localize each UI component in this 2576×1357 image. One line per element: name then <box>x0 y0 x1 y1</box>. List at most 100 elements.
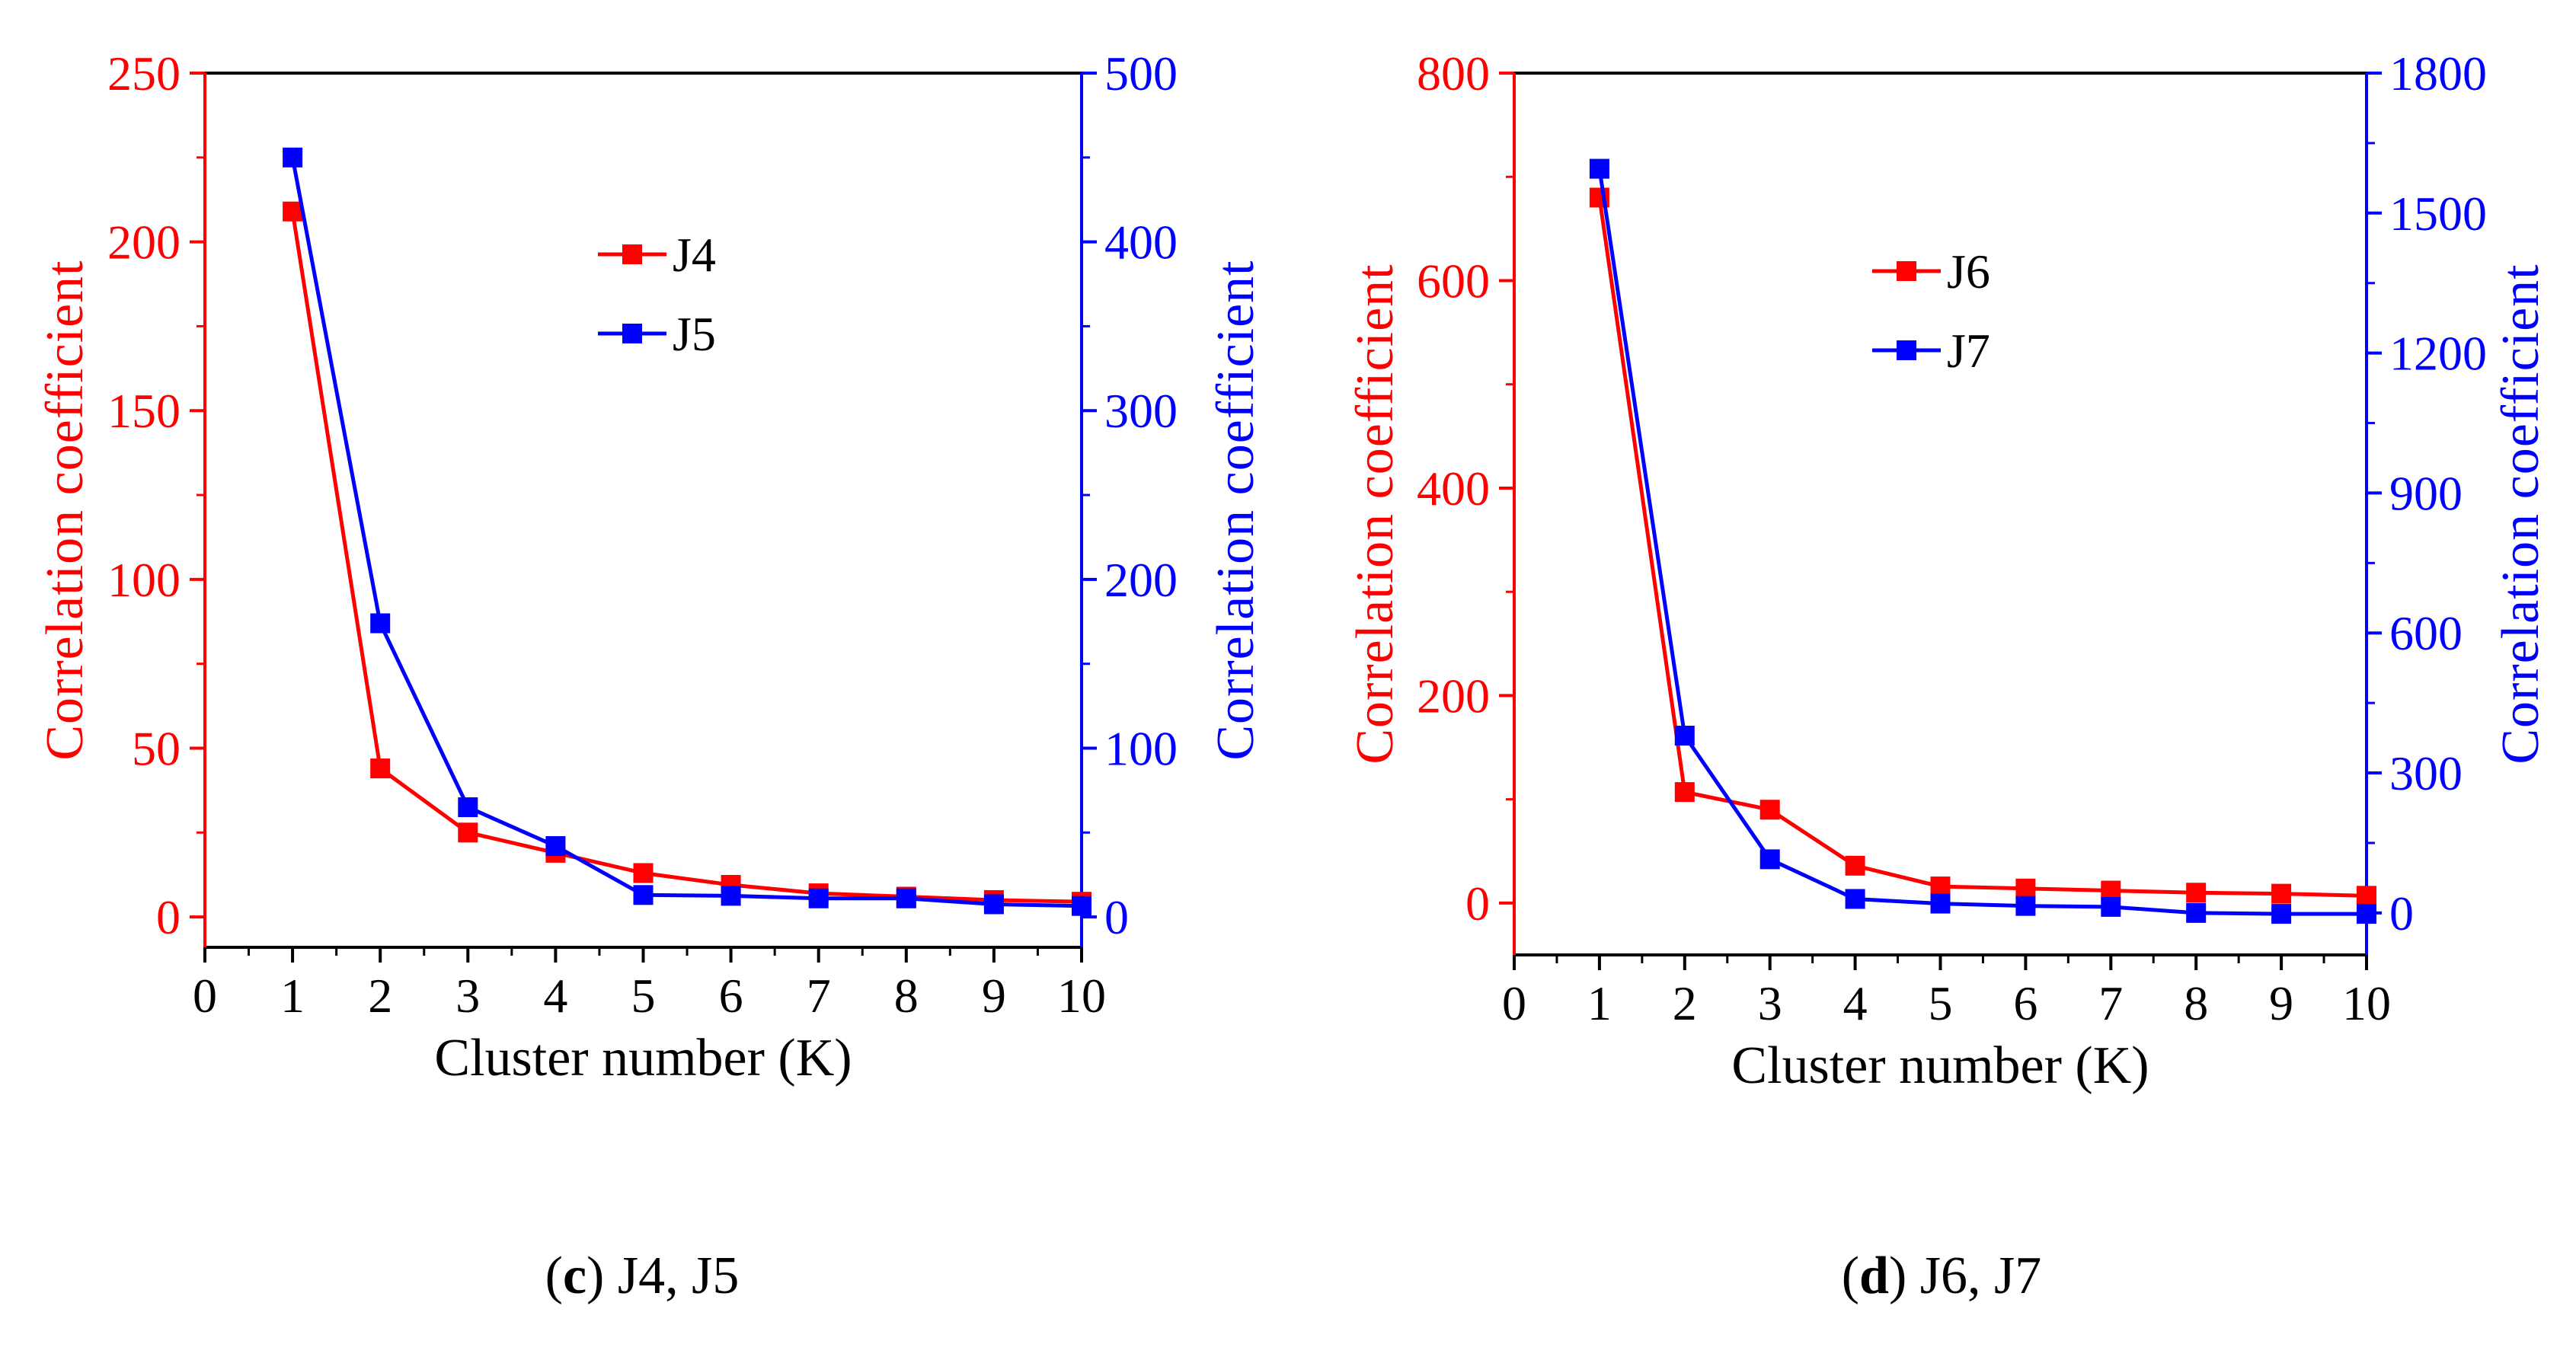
caption-text: J4, J5 <box>604 1247 739 1305</box>
data-point-j6 <box>2271 883 2292 904</box>
data-point-j5 <box>283 147 303 168</box>
caption-paren-open: ( <box>545 1247 563 1305</box>
right-y-tick-label: 0 <box>1104 890 1129 944</box>
x-tick-label: 1 <box>280 969 305 1023</box>
chart-d: 0 1 2 3 4 5 6 7 8 9 10 0 200 400 600 800 0 300 600 900 1200 1… <box>1346 46 2550 1305</box>
data-point-j6 <box>2015 878 2036 899</box>
caption-letter: d <box>1859 1247 1889 1305</box>
right-y-tick-label: 1200 <box>2389 327 2487 381</box>
x-tick-label: 8 <box>894 969 919 1023</box>
data-point-j6 <box>1845 855 1865 876</box>
right-y-tick-label: 500 <box>1104 46 1178 101</box>
data-point-j5 <box>545 836 566 857</box>
legend-marker <box>1897 261 1916 281</box>
x-tick-label: 0 <box>193 969 217 1023</box>
data-point-j6 <box>1674 782 1695 803</box>
chart-c: 0 1 2 3 4 5 6 7 8 9 100501001502002500100200300400… <box>36 46 1265 1305</box>
data-point-j5 <box>896 888 916 908</box>
data-point-j7 <box>1759 849 1780 870</box>
x-tick-label: 4 <box>1843 976 1868 1030</box>
x-tick-label: 7 <box>807 969 831 1023</box>
data-point-j6 <box>1759 800 1780 820</box>
x-axis-label: Cluster number (K) <box>1731 1036 2149 1095</box>
left-y-tick-label: 150 <box>107 384 181 438</box>
caption-text: J6, J7 <box>1906 1247 2041 1305</box>
x-tick-label: 9 <box>982 969 1006 1023</box>
x-tick-label: 10 <box>2342 976 2391 1030</box>
x-tick-label: 2 <box>368 969 392 1023</box>
series-line-j6 <box>1597 197 2367 898</box>
data-point-j4 <box>458 822 478 843</box>
data-point-j5 <box>458 797 478 818</box>
data-point-j5 <box>370 613 391 634</box>
legend-marker <box>622 244 642 264</box>
left-y-tick-label: 400 <box>1417 461 1490 516</box>
right-y-tick-label: 300 <box>1104 384 1178 438</box>
right-y-axis-label: Correlation coefficient <box>1207 260 1265 760</box>
data-point-j6 <box>2186 883 2207 903</box>
legend-label: J6 <box>1947 244 1990 299</box>
data-point-j5 <box>721 886 741 906</box>
right-y-tick-label: 0 <box>2389 886 2414 940</box>
caption-letter: c <box>563 1247 586 1305</box>
left-y-axis-label: Correlation coefficient <box>1346 263 1405 764</box>
x-tick-label: 4 <box>543 969 567 1023</box>
right-y-tick-label: 1800 <box>2389 46 2487 101</box>
x-tick-label: 1 <box>1587 976 1612 1030</box>
x-axis-label: Cluster number (K) <box>434 1029 852 1087</box>
legend-marker <box>622 324 642 343</box>
x-tick-label: 6 <box>719 969 743 1023</box>
left-y-axis-label: Correlation coefficient <box>36 260 94 760</box>
data-point-j7 <box>2357 904 2376 924</box>
legend-marker <box>1897 340 1916 360</box>
right-y-tick-label: 1500 <box>2389 187 2487 241</box>
data-point-j7 <box>1930 893 1951 914</box>
left-y-tick-label: 50 <box>132 721 181 775</box>
x-tick-label: 3 <box>455 969 480 1023</box>
data-point-j7 <box>1674 726 1695 746</box>
data-point-j7 <box>1845 889 1865 909</box>
panel-caption: (c) J4, J5 <box>545 1247 740 1305</box>
x-tick-label: 7 <box>2098 976 2123 1030</box>
caption-paren-open: ( <box>1842 1247 1859 1305</box>
x-tick-label: 10 <box>1057 969 1106 1023</box>
x-tick-label: 2 <box>1673 976 1697 1030</box>
series-line-j7 <box>1597 168 2367 916</box>
data-point-j7 <box>1589 158 1609 179</box>
series-line-j4 <box>290 211 1082 904</box>
data-point-j7 <box>2186 902 2207 923</box>
data-point-j5 <box>808 888 829 908</box>
right-y-axis-label: Correlation coefficient <box>2491 263 2550 764</box>
data-point-j5 <box>1072 896 1091 916</box>
caption-paren-close: ) <box>586 1247 604 1305</box>
left-y-tick-label: 200 <box>107 216 181 270</box>
x-tick-label: 6 <box>2013 976 2037 1030</box>
right-y-tick-label: 100 <box>1104 721 1178 775</box>
left-y-tick-label: 250 <box>107 46 181 101</box>
caption-paren-close: ) <box>1889 1247 1906 1305</box>
x-tick-label: 5 <box>1929 976 1953 1030</box>
data-point-j4 <box>283 201 303 222</box>
panel-caption: (d) J6, J7 <box>1842 1247 2042 1305</box>
data-point-j5 <box>983 894 1004 915</box>
data-point-j7 <box>2015 896 2036 916</box>
legend-label: J7 <box>1947 324 1990 378</box>
data-point-j7 <box>2101 896 2121 917</box>
data-point-j6 <box>1930 876 1951 897</box>
data-point-j4 <box>633 863 654 883</box>
left-y-tick-label: 800 <box>1417 46 1490 101</box>
right-y-tick-label: 200 <box>1104 553 1178 607</box>
left-y-tick-label: 0 <box>1465 876 1490 931</box>
data-point-j6 <box>2357 886 2376 906</box>
right-y-tick-label: 900 <box>2389 466 2463 520</box>
left-y-tick-label: 100 <box>107 553 181 607</box>
left-y-tick-label: 0 <box>156 890 181 944</box>
legend-label: J5 <box>673 307 716 361</box>
x-tick-label: 8 <box>2184 976 2208 1030</box>
data-point-j7 <box>2271 904 2292 924</box>
x-tick-label: 3 <box>1758 976 1782 1030</box>
right-y-tick-label: 400 <box>1104 216 1178 270</box>
x-tick-label: 9 <box>2269 976 2293 1030</box>
x-tick-label: 0 <box>1502 976 1526 1030</box>
